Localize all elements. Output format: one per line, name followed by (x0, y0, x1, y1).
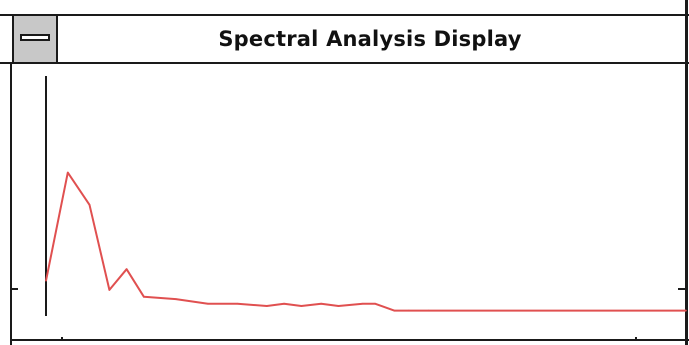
system-menu-icon (20, 34, 50, 41)
window-left-border (10, 64, 12, 345)
spectrum-point (362, 302, 364, 305)
spectrum-point (108, 289, 111, 291)
spectrum-point (408, 309, 410, 312)
title-bar[interactable]: Spectral Analysis Display (0, 14, 689, 64)
spectrum-point (337, 305, 340, 307)
spectrum-point (125, 268, 128, 271)
spectrum-point (685, 309, 687, 312)
window-title: Spectral Analysis Display (218, 27, 522, 51)
spectrum-point (320, 302, 323, 305)
spectrum-point (236, 302, 239, 305)
spectrum-point (374, 302, 376, 305)
spectrum-point (300, 305, 303, 307)
system-menu-button[interactable] (12, 16, 58, 62)
spectrum-point (175, 298, 177, 300)
spectrum-point (45, 279, 47, 282)
spectrum-point (207, 302, 209, 305)
spectrum-point (266, 305, 268, 307)
series-layer (45, 171, 687, 312)
spectrum-point (88, 204, 91, 206)
spectrum-point (393, 309, 396, 312)
spectrum-point (283, 302, 285, 305)
spectrum-point (427, 309, 430, 312)
spectrum-trace-0 (45, 171, 686, 312)
window-bottom-border (10, 339, 689, 341)
spectrum-point (67, 171, 69, 174)
window-right-border (685, 0, 688, 345)
spectrum-point (143, 296, 145, 298)
